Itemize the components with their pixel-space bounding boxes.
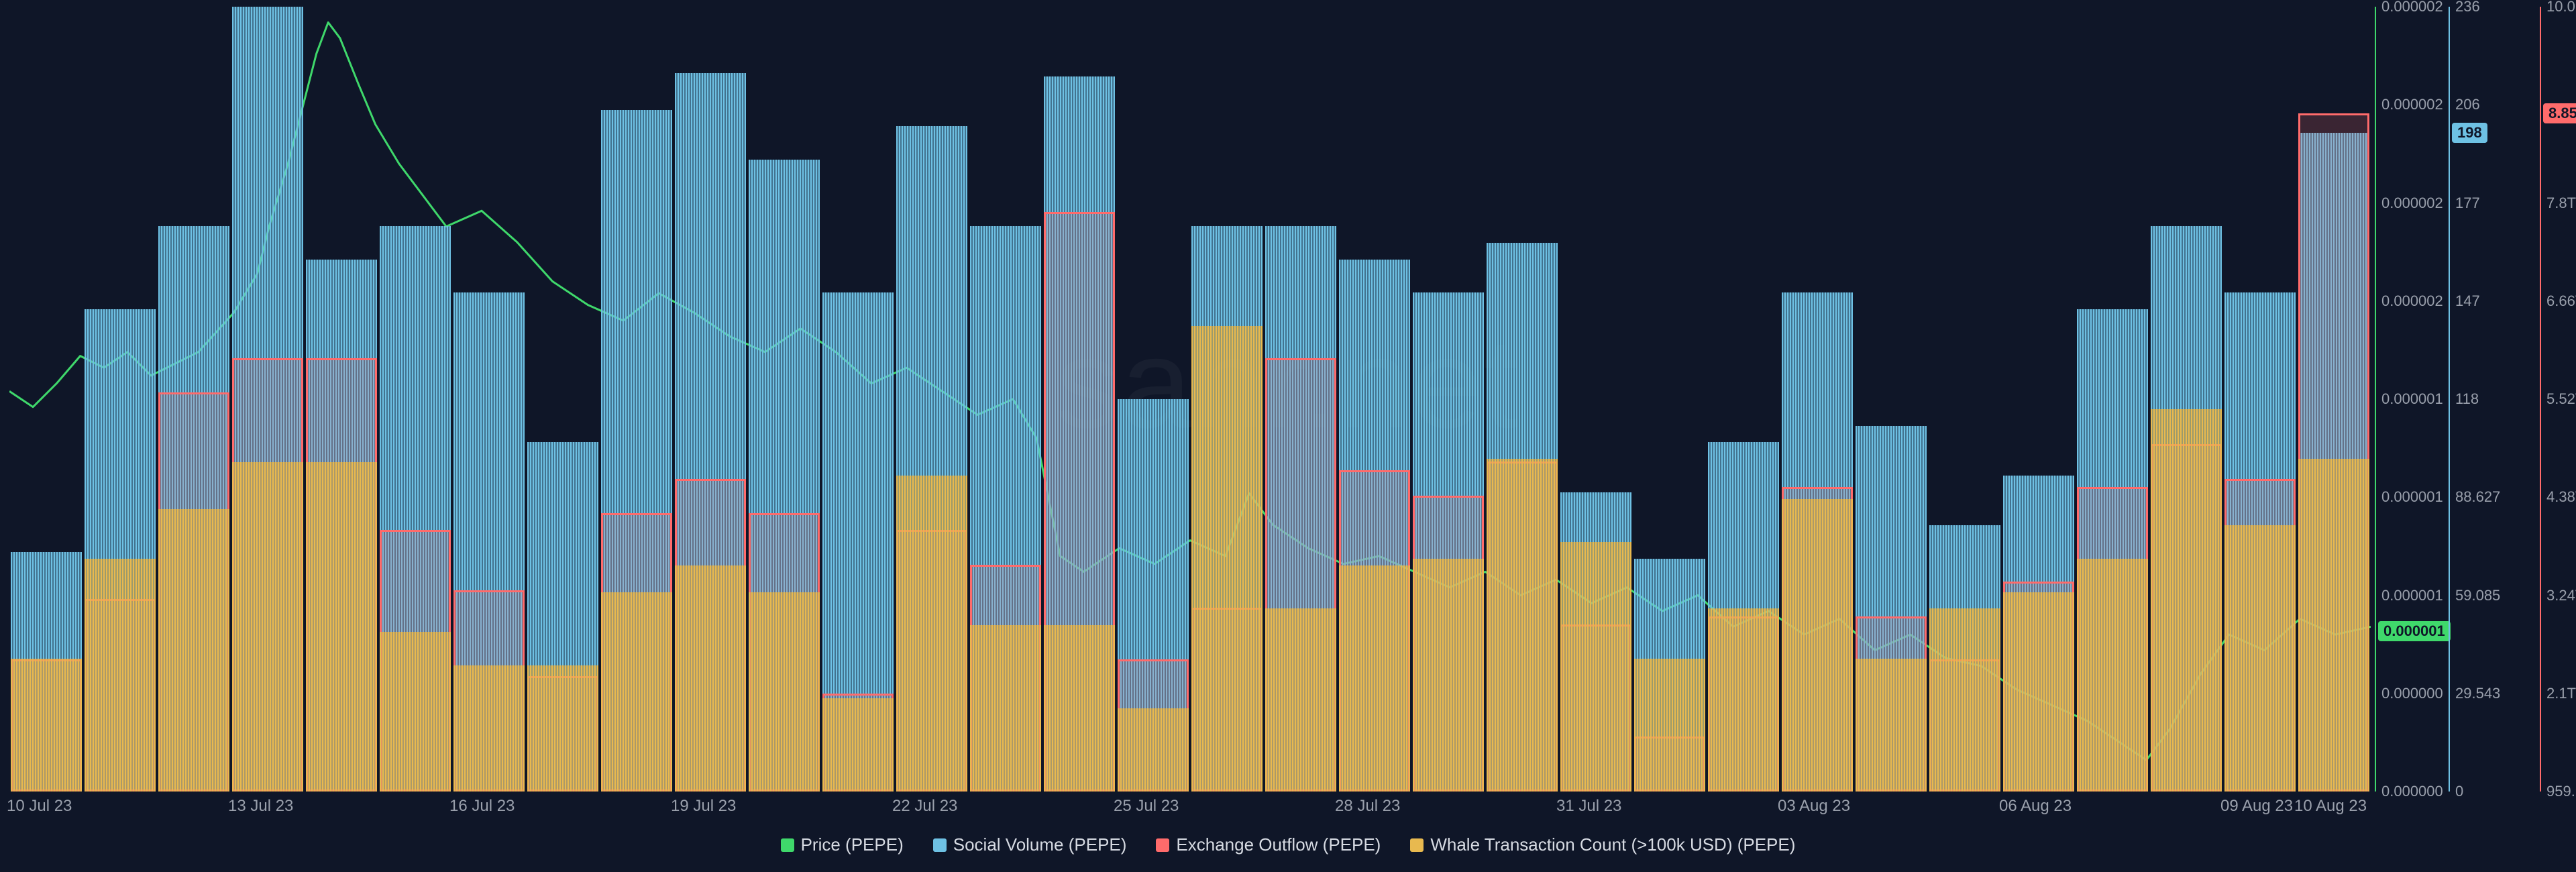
x-tick: 03 Aug 23: [1778, 797, 1850, 816]
legend-item[interactable]: Whale Transaction Count (>100k USD) (PEP…: [1410, 834, 1795, 855]
bar-whale[interactable]: [1191, 326, 1263, 792]
axis-tick: 236: [2450, 0, 2480, 15]
bar-whale[interactable]: [675, 565, 747, 792]
bar-whale[interactable]: [896, 476, 968, 792]
legend-label: Exchange Outflow (PEPE): [1176, 834, 1381, 855]
bar-whale[interactable]: [11, 659, 83, 792]
axis-tick: 7.8T: [2541, 195, 2576, 212]
axis-tick: 0.000002: [2376, 96, 2443, 113]
bar-whale[interactable]: [1929, 608, 2001, 792]
bar-whale[interactable]: [2224, 525, 2296, 792]
legend: Price (PEPE) Social Volume (PEPE) Exchange…: [0, 834, 2576, 857]
bar-whale[interactable]: [1487, 459, 1558, 792]
axis-tick: 118: [2450, 390, 2479, 408]
x-tick: 16 Jul 23: [449, 797, 515, 816]
bar-whale[interactable]: [1118, 708, 1189, 792]
axis-tick: 0.000001: [2376, 587, 2443, 604]
axis-tick: 88.627: [2450, 488, 2500, 506]
x-axis: 10 Jul 23 13 Jul 23 16 Jul 23 19 Jul 23 22 J…: [9, 797, 2371, 824]
bar-whale[interactable]: [1339, 565, 1411, 792]
whale-swatch: [1410, 838, 1424, 852]
axis-tick: 0.000000: [2376, 685, 2443, 702]
bar-whale[interactable]: [1634, 659, 1706, 792]
x-tick: 19 Jul 23: [671, 797, 736, 816]
bar-whale[interactable]: [158, 509, 230, 792]
axis-tick: 29.543: [2450, 685, 2500, 702]
axis-badge-outflow: 8.85T: [2543, 103, 2576, 123]
axis-badge-social: 198: [2452, 123, 2487, 143]
bar-whale[interactable]: [1044, 625, 1116, 792]
price-swatch: [781, 838, 794, 852]
x-tick: 10 Aug 23: [2294, 797, 2367, 816]
bar-whale[interactable]: [232, 462, 304, 792]
legend-item[interactable]: Exchange Outflow (PEPE): [1156, 834, 1381, 855]
axis-tick: 0.000000: [2376, 783, 2443, 800]
axis-tick: 5.52T: [2541, 390, 2576, 408]
axis-social: 029.54359.08588.627118147177206236198: [2449, 7, 2450, 792]
bar-whale[interactable]: [527, 665, 599, 792]
right-axes: 0.0000000.0000000.0000010.0000010.000001…: [2375, 7, 2576, 792]
axis-badge-price: 0.000001: [2378, 621, 2451, 641]
bar-whale[interactable]: [1560, 542, 1632, 792]
bar-whale[interactable]: [1782, 499, 1854, 792]
axis-tick: 147: [2450, 292, 2480, 310]
legend-item[interactable]: Price (PEPE): [781, 834, 904, 855]
bar-whale[interactable]: [306, 462, 378, 792]
outflow-swatch: [1156, 838, 1169, 852]
bar-whale[interactable]: [2151, 409, 2222, 792]
axis-tick: 0: [2450, 783, 2463, 800]
bar-whale[interactable]: [749, 592, 820, 792]
x-tick: 06 Aug 23: [1999, 797, 2072, 816]
x-tick: 09 Aug 23: [2220, 797, 2293, 816]
axis-tick: 6.66T: [2541, 292, 2576, 310]
social-swatch: [933, 838, 947, 852]
axis-tick: 2.1T: [2541, 685, 2576, 702]
x-tick: 25 Jul 23: [1114, 797, 1179, 816]
bar-whale[interactable]: [2077, 559, 2149, 792]
axis-tick: 0.000002: [2376, 292, 2443, 310]
bar-whale[interactable]: [1708, 608, 1780, 792]
x-tick: 10 Jul 23: [7, 797, 72, 816]
axis-tick: 959.91B: [2541, 783, 2576, 800]
x-tick: 22 Jul 23: [892, 797, 957, 816]
axis-tick: 177: [2450, 195, 2480, 212]
axis-tick: 0.000002: [2376, 195, 2443, 212]
bar-whale[interactable]: [380, 632, 451, 792]
bar-whale[interactable]: [453, 665, 525, 792]
legend-label: Price (PEPE): [801, 834, 904, 855]
bar-whale[interactable]: [2003, 592, 2075, 792]
axis-outflow: 959.91B2.1T3.24T4.38T5.52T6.66T7.8T10.09…: [2540, 7, 2541, 792]
axis-tick: 59.085: [2450, 587, 2500, 604]
axis-tick: 0.000002: [2376, 0, 2443, 15]
legend-label: Whale Transaction Count (>100k USD) (PEP…: [1430, 834, 1795, 855]
axis-tick: 0.000001: [2376, 390, 2443, 408]
axis-price: 0.0000000.0000000.0000010.0000010.000001…: [2375, 7, 2376, 792]
axis-tick: 4.38T: [2541, 488, 2576, 506]
bar-whale[interactable]: [1265, 608, 1337, 792]
axis-tick: 0.000001: [2376, 488, 2443, 506]
bar-whale[interactable]: [1413, 559, 1485, 792]
axis-tick: 206: [2450, 96, 2480, 113]
x-tick: 13 Jul 23: [228, 797, 293, 816]
x-tick: 31 Jul 23: [1556, 797, 1621, 816]
bar-whale[interactable]: [970, 625, 1042, 792]
x-tick: 28 Jul 23: [1335, 797, 1400, 816]
plot-area[interactable]: [9, 7, 2371, 792]
axis-tick: 10.09T: [2541, 0, 2576, 15]
axis-tick: 3.24T: [2541, 587, 2576, 604]
bar-whale[interactable]: [601, 592, 673, 792]
bar-whale[interactable]: [1856, 659, 1927, 792]
bar-whale[interactable]: [85, 559, 156, 792]
bar-whale[interactable]: [2298, 459, 2370, 792]
chart-container: sanr.net 0.0000000.0000000.0000010.00000…: [0, 0, 2576, 872]
bar-whale[interactable]: [822, 698, 894, 792]
legend-item[interactable]: Social Volume (PEPE): [933, 834, 1127, 855]
legend-label: Social Volume (PEPE): [953, 834, 1127, 855]
